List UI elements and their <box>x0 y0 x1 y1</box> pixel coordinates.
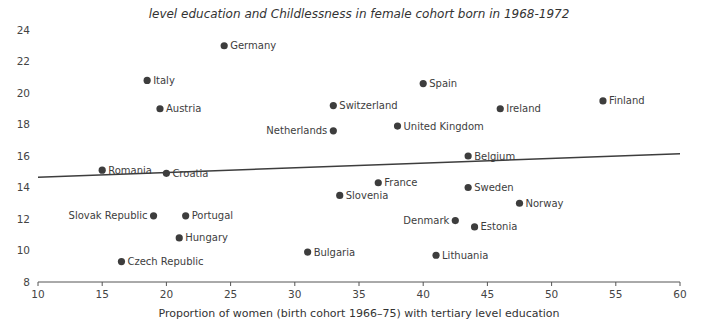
point-label: Belgium <box>474 151 515 162</box>
point-label: Italy <box>153 75 175 86</box>
point <box>336 192 343 199</box>
point-label: Norway <box>526 198 564 209</box>
y-tick-label: 16 <box>17 150 31 162</box>
point-label: Slovenia <box>346 190 389 201</box>
point <box>182 212 189 219</box>
plot-area <box>38 42 680 265</box>
x-tick <box>102 282 103 286</box>
point <box>330 127 337 134</box>
point-label: Lithuania <box>442 250 488 261</box>
point-label: Netherlands <box>266 125 327 136</box>
x-tick-label: 45 <box>481 288 494 300</box>
x-tick-label: 25 <box>224 288 237 300</box>
point <box>99 167 106 174</box>
point <box>375 179 382 186</box>
y-tick-label: 14 <box>17 181 31 193</box>
point-label: Czech Republic <box>127 256 203 267</box>
x-tick <box>680 282 681 286</box>
x-tick-label: 10 <box>31 288 44 300</box>
point <box>176 234 183 241</box>
x-tick <box>615 282 616 286</box>
point <box>452 217 459 224</box>
x-tick <box>359 282 360 286</box>
point-label: Romania <box>108 165 152 176</box>
x-tick <box>38 282 39 286</box>
point-label: Spain <box>429 78 457 89</box>
point-label: Austria <box>166 103 201 114</box>
point <box>420 80 427 87</box>
x-tick <box>230 282 231 286</box>
y-tick-label: 8 <box>23 276 30 288</box>
x-tick-label: 55 <box>609 288 622 300</box>
point <box>221 42 228 49</box>
x-tick-label: 35 <box>352 288 365 300</box>
trend-line <box>38 154 680 178</box>
point <box>465 152 472 159</box>
x-tick-label: 40 <box>417 288 430 300</box>
title: level education and Childlessness in fem… <box>149 7 570 21</box>
point-label: Ireland <box>506 103 541 114</box>
x-tick <box>294 282 295 286</box>
point <box>516 200 523 207</box>
point <box>304 248 311 255</box>
point <box>471 223 478 230</box>
x-axis-label: Proportion of women (birth cohort 1966–7… <box>158 307 559 320</box>
y-tick-label: 18 <box>17 118 30 130</box>
point <box>497 105 504 112</box>
x-tick <box>551 282 552 286</box>
point-label: Bulgaria <box>314 247 355 258</box>
point <box>599 97 606 104</box>
x-tick <box>487 282 488 286</box>
point-label: France <box>384 177 417 188</box>
x-tick-label: 60 <box>673 288 686 300</box>
x-tick-label: 30 <box>288 288 301 300</box>
point <box>394 122 401 129</box>
x-tick-label: 50 <box>545 288 558 300</box>
point-label: Croatia <box>172 168 208 179</box>
x-tick-label: 20 <box>160 288 173 300</box>
x-tick <box>423 282 424 286</box>
x-tick <box>166 282 167 286</box>
point <box>432 252 439 259</box>
point-label: Switzerland <box>339 100 397 111</box>
labels: Germany Italy Austria Switzerland Netherland… <box>69 40 645 267</box>
point-label: Slovak Republic <box>69 210 148 221</box>
point <box>156 105 163 112</box>
point-label: Hungary <box>185 232 228 243</box>
point-label: Germany <box>230 40 276 51</box>
point <box>330 102 337 109</box>
point <box>118 258 125 265</box>
point-label: Denmark <box>403 215 449 226</box>
point-label: Sweden <box>474 182 514 193</box>
x-tick-label: 15 <box>96 288 109 300</box>
y-tick-label: 22 <box>17 55 30 67</box>
y-tick-label: 20 <box>17 87 30 99</box>
y-tick-label: 24 <box>17 24 31 36</box>
point-label: Finland <box>609 95 645 106</box>
point-label: Estonia <box>481 221 518 232</box>
chart: level education and Childlessness in fem… <box>0 0 702 328</box>
y-tick-label: 12 <box>17 213 30 225</box>
point <box>163 170 170 177</box>
y-tick-label: 10 <box>17 244 30 256</box>
point <box>465 184 472 191</box>
point <box>150 212 157 219</box>
point <box>144 77 151 84</box>
point-label: Portugal <box>192 210 233 221</box>
point-label: United Kingdom <box>404 121 484 132</box>
